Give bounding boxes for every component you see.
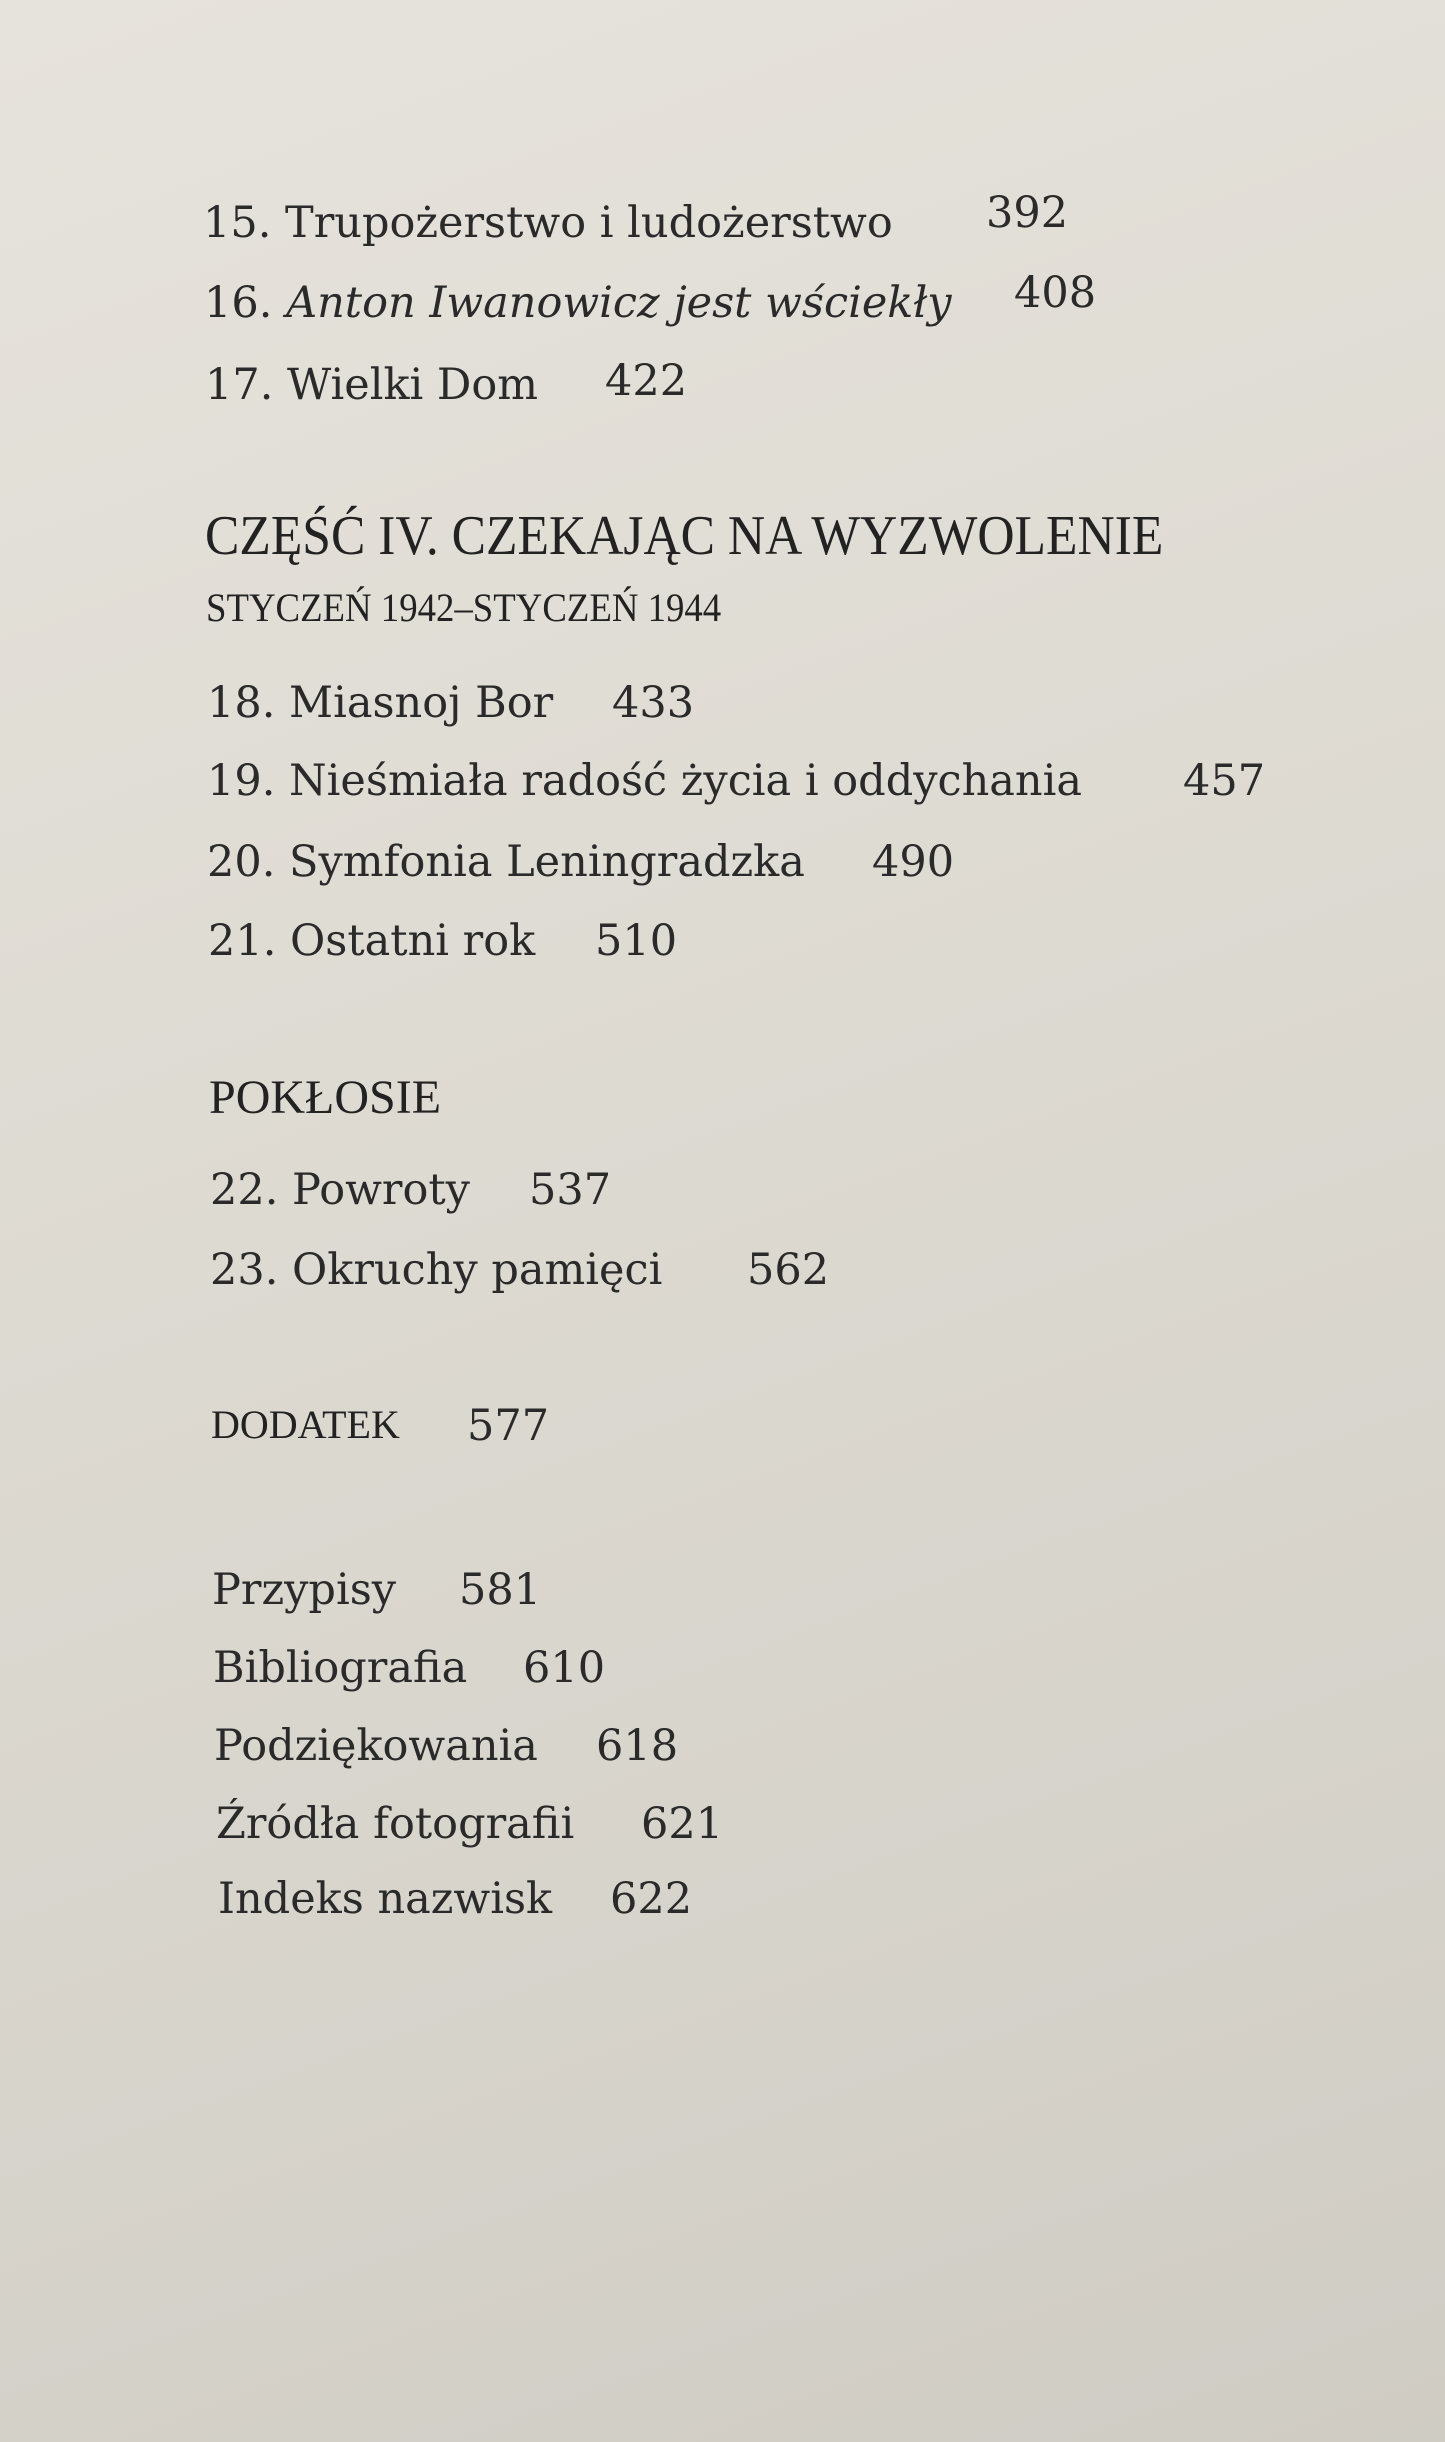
entry-title: 20. Symfonia Leningradzka xyxy=(207,837,805,887)
part-title: CZĘŚĆ IV. CZEKAJĄC NA WYZWOLENIE xyxy=(205,505,1164,567)
entry-title: Bibliografia xyxy=(213,1643,468,1693)
entry-page: 433 xyxy=(612,678,695,728)
entry-page: 510 xyxy=(595,916,678,966)
entry-page: 392 xyxy=(986,188,1069,238)
entry-title: Źródła fotografii xyxy=(216,1799,575,1849)
entry-title: Przypisy xyxy=(212,1565,397,1615)
entry-page: 537 xyxy=(529,1165,612,1215)
entry-page: 408 xyxy=(1014,268,1097,318)
entry-page: 490 xyxy=(872,837,955,887)
entry-title: 17. Wielki Dom xyxy=(205,360,539,410)
appendix-title: DODATEK xyxy=(211,1402,400,1447)
entry-page: 457 xyxy=(1183,756,1266,806)
entry-page: 577 xyxy=(467,1401,550,1451)
entry-page: 422 xyxy=(605,356,688,406)
section-title: POKŁOSIE xyxy=(209,1071,442,1124)
entry-page: 610 xyxy=(523,1643,606,1693)
entry-title: Anton Iwanowicz jest wściekły xyxy=(286,278,952,328)
entry-page: 562 xyxy=(747,1245,830,1295)
entry-title: 22. Powroty xyxy=(210,1165,470,1215)
part-subtitle: STYCZEŃ 1942–STYCZEŃ 1944 xyxy=(206,585,722,630)
entry-title: 15. Trupożerstwo i ludożerstwo xyxy=(203,198,893,248)
entry-title: Podziękowania xyxy=(214,1721,538,1771)
entry-title: 23. Okruchy pamięci xyxy=(210,1245,663,1295)
entry-page: 618 xyxy=(596,1721,679,1771)
entry-title: 18. Miasnoj Bor xyxy=(207,678,554,728)
entry-title: 19. Nieśmiała radość życia i oddychania xyxy=(207,756,1083,806)
entry-number: 16. xyxy=(204,278,273,328)
entry-page: 622 xyxy=(610,1874,693,1924)
entry-title: 21. Ostatni rok xyxy=(208,916,536,966)
entry-title: Indeks nazwisk xyxy=(218,1874,553,1924)
entry-page: 581 xyxy=(459,1565,542,1615)
entry-page: 621 xyxy=(641,1799,724,1849)
